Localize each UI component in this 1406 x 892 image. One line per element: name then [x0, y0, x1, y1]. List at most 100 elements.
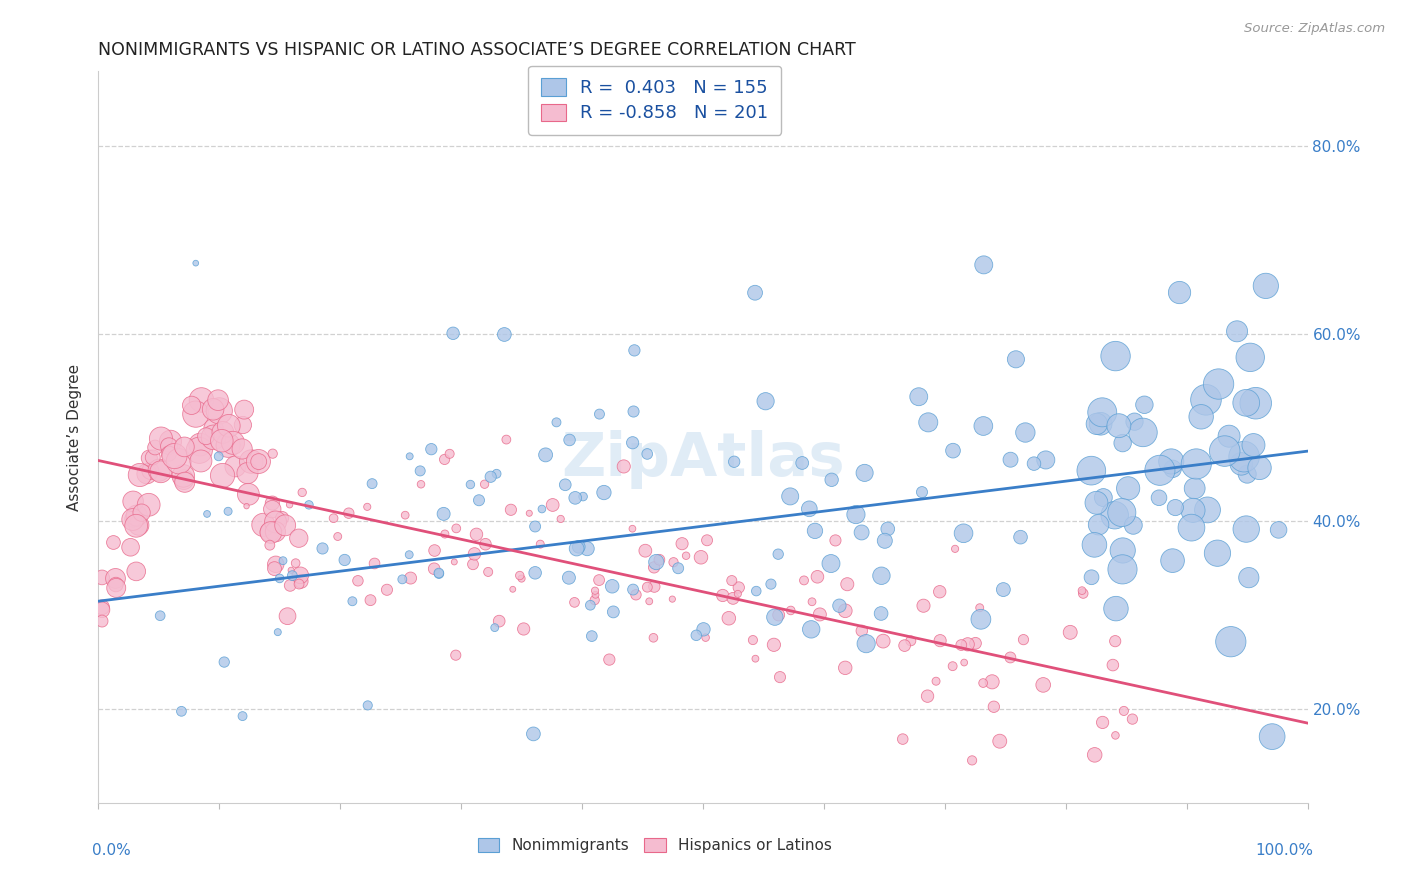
Point [398, 450, 420, 464]
Point [1035, 453, 1057, 467]
Point [1111, 506, 1133, 520]
Point [993, 582, 1015, 597]
Point [184, 256, 207, 270]
Point [1180, 521, 1202, 535]
Point [1226, 324, 1249, 338]
Point [271, 554, 294, 568]
Point [695, 631, 717, 645]
Point [1116, 481, 1139, 495]
Point [1121, 712, 1143, 726]
Point [855, 637, 877, 651]
Point [666, 561, 689, 575]
Point [623, 343, 645, 358]
Point [1090, 417, 1112, 431]
Point [173, 473, 195, 487]
Point [1104, 634, 1126, 648]
Point [727, 587, 749, 601]
Point [1085, 496, 1108, 510]
Point [264, 515, 287, 529]
Point [1160, 454, 1182, 468]
Point [125, 565, 148, 579]
Point [970, 612, 993, 626]
Point [671, 537, 693, 551]
Point [845, 508, 868, 522]
Point [870, 568, 893, 582]
Point [222, 435, 245, 450]
Point [769, 670, 792, 684]
Point [149, 432, 172, 446]
Point [439, 447, 461, 461]
Point [477, 565, 499, 579]
Point [337, 506, 360, 520]
Point [824, 533, 846, 548]
Point [645, 555, 668, 569]
Point [766, 547, 789, 561]
Point [579, 599, 602, 613]
Point [1000, 650, 1022, 665]
Point [363, 557, 385, 571]
Point [1108, 418, 1130, 433]
Point [202, 430, 225, 444]
Point [291, 485, 314, 500]
Point [217, 438, 239, 452]
Point [554, 477, 576, 491]
Point [583, 593, 606, 607]
Point [711, 589, 734, 603]
Point [103, 535, 125, 549]
Point [278, 578, 301, 592]
Point [135, 467, 157, 481]
Point [1244, 396, 1267, 410]
Point [1005, 352, 1028, 367]
Point [800, 623, 823, 637]
Point [564, 491, 586, 505]
Point [163, 449, 186, 463]
Point [1084, 747, 1107, 762]
Point [768, 607, 790, 622]
Point [1254, 278, 1277, 293]
Point [479, 469, 502, 483]
Point [128, 518, 150, 533]
Point [510, 572, 533, 586]
Point [720, 574, 742, 588]
Point [621, 522, 644, 536]
Point [965, 636, 987, 650]
Point [217, 504, 239, 518]
Point [638, 594, 661, 608]
Point [274, 518, 297, 533]
Point [188, 443, 211, 458]
Point [870, 607, 893, 621]
Point [157, 439, 180, 453]
Point [534, 448, 557, 462]
Point [1087, 517, 1109, 532]
Point [207, 393, 229, 408]
Point [1147, 491, 1170, 505]
Point [928, 584, 950, 599]
Text: NONIMMIGRANTS VS HISPANIC OR LATINO ASSOCIATE’S DEGREE CORRELATION CHART: NONIMMIGRANTS VS HISPANIC OR LATINO ASSO… [98, 41, 856, 59]
Point [474, 537, 496, 551]
Point [488, 614, 510, 628]
Point [643, 631, 665, 645]
Point [1123, 415, 1146, 429]
Point [433, 507, 456, 521]
Point [446, 521, 468, 535]
Point [1080, 464, 1102, 478]
Point [588, 573, 610, 587]
Point [149, 608, 172, 623]
Point [409, 477, 432, 491]
Point [792, 456, 814, 470]
Point [973, 258, 995, 272]
Point [981, 674, 1004, 689]
Point [441, 326, 464, 341]
Point [1104, 728, 1126, 742]
Point [690, 550, 713, 565]
Point [893, 639, 915, 653]
Point [91, 603, 114, 617]
Point [195, 429, 218, 443]
Point [837, 577, 859, 591]
Point [763, 610, 786, 624]
Point [290, 568, 312, 582]
Point [211, 434, 233, 448]
Point [342, 594, 364, 608]
Point [122, 512, 145, 526]
Point [1014, 425, 1036, 440]
